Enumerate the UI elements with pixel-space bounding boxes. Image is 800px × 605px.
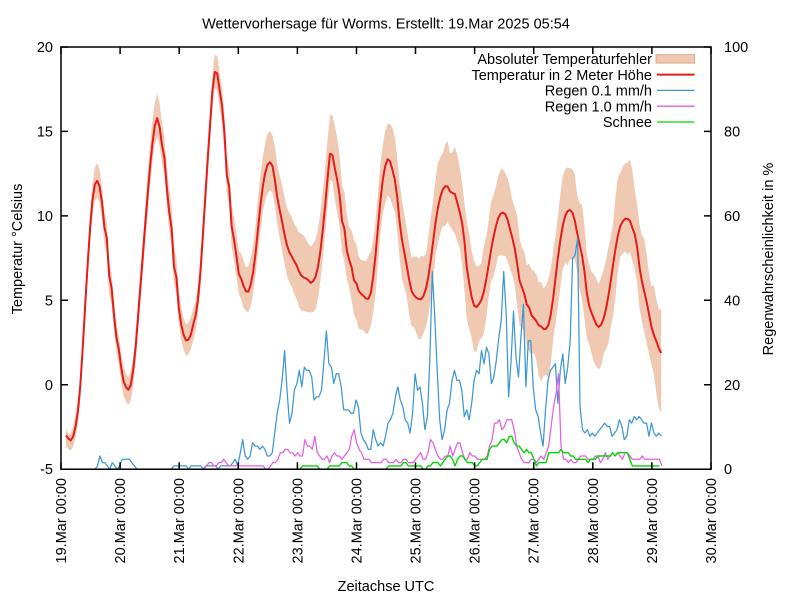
svg-text:Regenwahrscheinlichkeit in %: Regenwahrscheinlichkeit in % bbox=[761, 163, 777, 356]
svg-text:Temperatur in 2 Meter Höhe: Temperatur in 2 Meter Höhe bbox=[471, 68, 652, 84]
svg-text:20: 20 bbox=[724, 378, 740, 394]
svg-text:5: 5 bbox=[45, 293, 53, 309]
svg-text:80: 80 bbox=[724, 124, 740, 140]
svg-text:-5: -5 bbox=[40, 462, 53, 478]
svg-text:19.Mar 00:00: 19.Mar 00:00 bbox=[54, 478, 70, 563]
svg-text:10: 10 bbox=[37, 209, 53, 225]
svg-text:20: 20 bbox=[37, 40, 53, 56]
svg-text:30.Mar 00:00: 30.Mar 00:00 bbox=[704, 478, 720, 563]
svg-text:60: 60 bbox=[724, 209, 740, 225]
svg-text:100: 100 bbox=[724, 40, 748, 56]
svg-text:25.Mar 00:00: 25.Mar 00:00 bbox=[409, 478, 425, 563]
svg-text:29.Mar 00:00: 29.Mar 00:00 bbox=[645, 478, 661, 563]
svg-text:26.Mar 00:00: 26.Mar 00:00 bbox=[468, 478, 484, 563]
svg-text:Wettervorhersage für Worms. Er: Wettervorhersage für Worms. Erstellt: 19… bbox=[202, 17, 570, 33]
svg-text:20.Mar 00:00: 20.Mar 00:00 bbox=[113, 478, 129, 563]
svg-text:15: 15 bbox=[37, 124, 53, 140]
svg-text:Schnee: Schnee bbox=[603, 115, 652, 131]
svg-text:0: 0 bbox=[45, 378, 53, 394]
svg-text:22.Mar 00:00: 22.Mar 00:00 bbox=[231, 478, 247, 563]
svg-text:24.Mar 00:00: 24.Mar 00:00 bbox=[350, 478, 366, 563]
svg-text:Regen 0.1 mm/h: Regen 0.1 mm/h bbox=[545, 84, 652, 100]
svg-text:0: 0 bbox=[724, 462, 732, 478]
svg-text:40: 40 bbox=[724, 293, 740, 309]
svg-text:21.Mar 00:00: 21.Mar 00:00 bbox=[172, 478, 188, 563]
svg-text:Temperatur °Celsius: Temperatur °Celsius bbox=[10, 184, 26, 315]
svg-text:Absoluter Temperaturfehler: Absoluter Temperaturfehler bbox=[477, 52, 652, 68]
svg-text:28.Mar 00:00: 28.Mar 00:00 bbox=[586, 478, 602, 563]
svg-text:23.Mar 00:00: 23.Mar 00:00 bbox=[290, 478, 306, 563]
svg-text:Regen 1.0 mm/h: Regen 1.0 mm/h bbox=[545, 99, 652, 115]
svg-text:Zeitachse UTC: Zeitachse UTC bbox=[338, 579, 435, 595]
svg-text:27.Mar 00:00: 27.Mar 00:00 bbox=[527, 478, 543, 563]
